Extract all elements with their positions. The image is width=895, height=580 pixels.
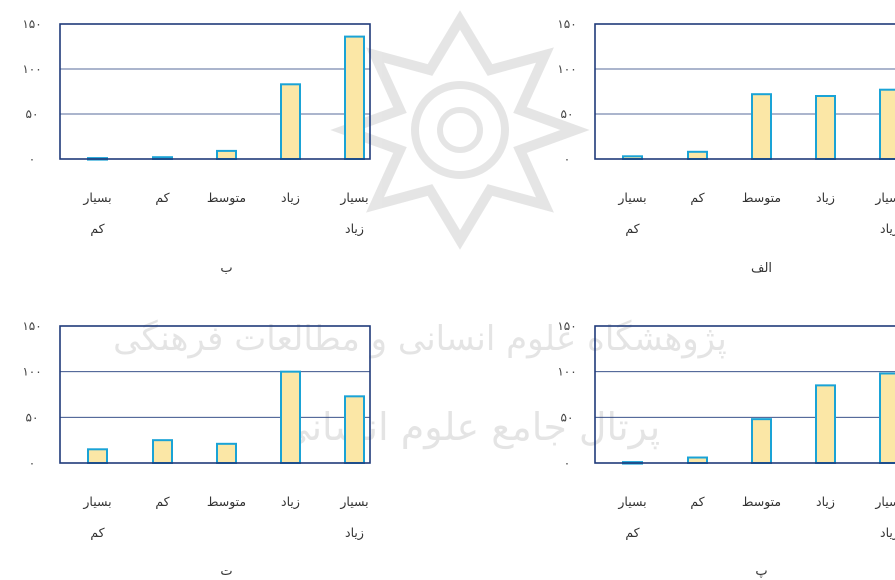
category-label: زیاد <box>345 525 364 541</box>
bar <box>751 418 772 465</box>
category-label: کم <box>90 525 104 541</box>
category-label: بسیار <box>339 494 368 510</box>
watermark-emblem <box>330 10 590 250</box>
category-label: زیاد <box>880 525 895 541</box>
y-tick-label: ۵۰ <box>561 410 574 424</box>
y-tick-label: ۵۰ <box>26 410 39 424</box>
category-label: متوسط <box>742 494 781 510</box>
bar <box>687 150 708 161</box>
bar <box>87 448 108 464</box>
chart-panel-3: ۰ ۵۰ ۱۰۰ ۱۵۰ بسیار کم کم متوسط زیاد بسیار زیاد پ <box>557 319 895 579</box>
category-label: بسیار <box>82 494 111 510</box>
category-label: کم <box>690 190 704 206</box>
chart-panel-1: ۰ ۵۰ ۱۰۰ ۱۵۰ بسیار کم کم متوسط زیاد بسیار زیاد الف <box>557 17 895 276</box>
category-label: کم <box>625 221 639 237</box>
chart-panel-4: ۰ ۵۰ ۱۰۰ ۱۵۰ بسیار کم کم متوسط زیاد بسیار زیاد ت <box>22 319 371 579</box>
plot-frame <box>594 23 895 160</box>
category-label: متوسط <box>207 190 246 206</box>
y-tick-label: ۰ <box>564 152 570 166</box>
category-label: زیاد <box>281 494 300 510</box>
panel-label: ب <box>220 261 232 276</box>
y-tick-label: ۱۵۰ <box>22 17 41 31</box>
y-tick-label: ۱۰۰ <box>22 62 41 76</box>
y-tick-label: ۵۰ <box>561 107 574 121</box>
bar <box>344 395 365 464</box>
bar <box>280 83 301 160</box>
category-label: بسیار <box>617 190 646 206</box>
bar <box>216 442 237 465</box>
plot-frame <box>59 23 371 160</box>
category-label: بسیار <box>339 190 368 206</box>
bar <box>815 95 836 160</box>
category-label: بسیار <box>617 494 646 510</box>
category-label: متوسط <box>742 190 781 206</box>
bar <box>687 456 708 464</box>
y-tick-label: ۱۵۰ <box>22 319 41 333</box>
category-label: کم <box>625 525 639 541</box>
y-tick-label: ۱۵۰ <box>557 17 576 31</box>
y-tick-label: ۱۵۰ <box>557 319 576 333</box>
category-label: زیاد <box>880 221 895 237</box>
panel-label: الف <box>751 261 772 276</box>
y-tick-label: ۵۰ <box>26 107 39 121</box>
category-label: زیاد <box>816 190 835 206</box>
panel-label: ت <box>220 564 232 579</box>
panel-label: پ <box>755 564 767 579</box>
watermark-line-2: پرتال جامع علوم انسانی <box>280 405 660 450</box>
plot-frame <box>594 325 895 464</box>
bar <box>344 35 365 160</box>
bar <box>152 439 173 464</box>
y-tick-label: ۰ <box>29 456 35 470</box>
bar <box>879 88 895 160</box>
category-label: کم <box>90 221 104 237</box>
category-label: زیاد <box>816 494 835 510</box>
category-label: کم <box>690 494 704 510</box>
y-tick-label: ۱۰۰ <box>557 62 576 76</box>
y-tick-label: ۱۰۰ <box>557 365 576 379</box>
bar <box>751 93 772 160</box>
category-label: بسیار <box>82 190 111 206</box>
category-label: کم <box>155 190 169 206</box>
bar <box>216 149 237 160</box>
y-tick-label: ۱۰۰ <box>22 365 41 379</box>
category-label: بسیار <box>874 494 895 510</box>
category-label: متوسط <box>207 494 246 510</box>
plot-frame <box>59 325 371 464</box>
category-label: بسیار <box>874 190 895 206</box>
category-label: زیاد <box>281 190 300 206</box>
category-label: کم <box>155 494 169 510</box>
y-tick-label: ۰ <box>29 152 35 166</box>
bar <box>815 384 836 464</box>
bar <box>879 372 895 465</box>
chart-panel-2: ۰ ۵۰ ۱۰۰ ۱۵۰ بسیار کم کم متوسط زیاد بسیار زیاد ب <box>22 17 371 276</box>
category-label: زیاد <box>345 221 364 237</box>
bar <box>280 370 301 464</box>
y-tick-label: ۰ <box>564 456 570 470</box>
